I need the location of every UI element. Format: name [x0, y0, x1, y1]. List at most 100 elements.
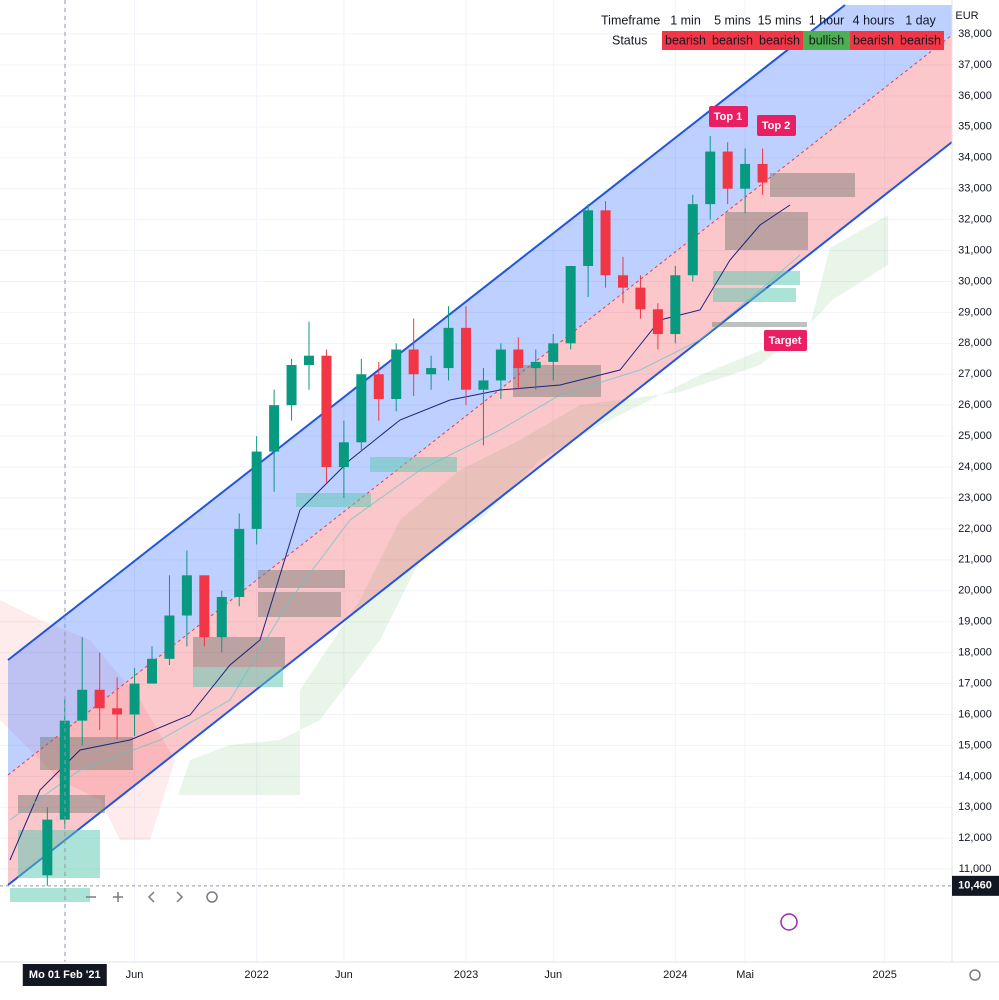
status-cell — [897, 31, 944, 50]
reset[interactable] — [206, 891, 218, 903]
y-tick-label: 30,000 — [958, 275, 992, 287]
candle-body — [426, 368, 437, 375]
y-tick-label: 22,000 — [958, 523, 992, 535]
y-tick-label: 25,000 — [958, 430, 992, 442]
y-tick-label: 15,000 — [958, 739, 992, 751]
y-tick-label: 27,000 — [958, 368, 992, 380]
y-tick-label: 29,000 — [958, 306, 992, 318]
y-tick-label: 23,000 — [958, 492, 992, 504]
candles — [42, 136, 768, 886]
status: bullish — [809, 33, 844, 47]
y-tick-label: 28,000 — [958, 337, 992, 349]
moving-average-slow — [9, 254, 801, 821]
price-label-box — [952, 875, 999, 896]
zone — [193, 637, 285, 667]
candle-body — [234, 528, 245, 597]
timeframe: 1 day — [905, 13, 936, 27]
candle-body — [740, 163, 751, 189]
candle-body — [652, 309, 663, 335]
cloud-green — [178, 215, 888, 795]
scroll-left[interactable] — [147, 891, 155, 903]
candle-body — [600, 210, 611, 276]
currency-label: EUR — [955, 10, 978, 22]
y-tick-label: 37,000 — [958, 59, 992, 71]
candle-body — [495, 349, 506, 381]
status-cell — [662, 31, 709, 50]
cloud-red — [0, 600, 175, 840]
annotation: Top 1 — [714, 111, 743, 123]
status-cell — [803, 31, 850, 50]
status-cell — [850, 31, 897, 50]
candle-body — [269, 405, 280, 452]
zone — [193, 667, 283, 687]
zone — [296, 493, 371, 507]
candle-body — [199, 575, 210, 638]
candle-body — [757, 163, 768, 183]
price-axis: 11,000 12,000 13,000 14,000 15,000 16,000 17,0… — [958, 28, 992, 875]
settings-icon[interactable] — [969, 969, 981, 981]
zone — [713, 271, 800, 285]
annotation: Target — [769, 335, 802, 347]
candle-body — [147, 658, 157, 684]
y-tick-label: 21,000 — [958, 554, 992, 566]
status-cell — [756, 31, 803, 50]
candle-body — [42, 819, 53, 876]
candle-body — [513, 349, 524, 369]
moving-average — [9, 204, 791, 861]
zone — [770, 173, 855, 197]
zone — [258, 592, 341, 617]
candle-body — [583, 210, 594, 266]
channel-upper-line — [7, 4, 846, 661]
status: bearish — [759, 33, 800, 47]
candle-body — [338, 442, 349, 468]
x-tick-label: 2024 — [663, 969, 687, 981]
y-tick-label: 20,000 — [958, 585, 992, 597]
candle-body — [129, 683, 140, 715]
candle-body — [705, 151, 716, 205]
y-tick-label: 31,000 — [958, 244, 992, 256]
x-tick-label: Mo 01 Feb '21 — [29, 969, 101, 981]
candle-body — [356, 374, 367, 443]
y-tick-label: 14,000 — [958, 770, 992, 782]
candle-body — [478, 380, 489, 390]
y-tick-label: 35,000 — [958, 121, 992, 133]
annotation-box — [709, 106, 748, 127]
y-tick-label: 32,000 — [958, 214, 992, 226]
candle-body — [181, 575, 192, 616]
timeframe: 5 mins — [714, 13, 751, 27]
y-tick-label: 11,000 — [959, 863, 992, 875]
candle-body — [94, 689, 105, 709]
y-tick-label: 13,000 — [958, 801, 992, 813]
candle-body — [618, 275, 628, 288]
timeframe: 15 mins — [758, 13, 802, 27]
annotation-box — [757, 115, 796, 136]
y-tick-label: 36,000 — [958, 90, 992, 102]
price-label: 10,460 — [958, 880, 992, 892]
annotations: Top 1 Top 2 Target — [709, 106, 807, 351]
candle-body — [286, 364, 297, 406]
table-header: Timeframe — [601, 13, 660, 27]
timeframe: 1 min — [670, 13, 701, 27]
x-tick-label: 2025 — [872, 969, 896, 981]
y-tick-label: 24,000 — [958, 461, 992, 473]
candle-body — [461, 327, 471, 390]
table-row-label: Status — [612, 33, 647, 47]
candle-body — [687, 204, 698, 276]
status: bearish — [853, 33, 894, 47]
candle-body — [321, 355, 332, 468]
candle-body — [443, 327, 454, 369]
candle-body — [565, 266, 576, 344]
zone — [725, 212, 808, 250]
candle-body — [722, 151, 733, 189]
scroll-right[interactable] — [176, 891, 184, 903]
x-tick-label: Jun — [544, 969, 562, 981]
candle-body — [251, 451, 262, 529]
zone — [712, 322, 807, 327]
annotation: Top 2 — [762, 120, 791, 132]
x-tick-label: Jun — [126, 969, 144, 981]
x-tick-label: Jun — [335, 969, 353, 981]
y-tick-label: 12,000 — [958, 832, 992, 844]
alert-icon[interactable] — [780, 913, 798, 931]
channel-lower-line — [7, 141, 953, 886]
